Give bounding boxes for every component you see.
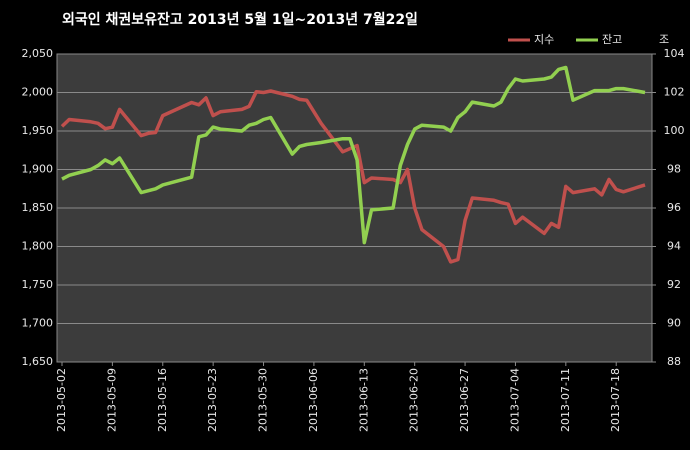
y-tick-label: 1,650 — [22, 355, 54, 368]
x-tick-label: 2013-07-11 — [559, 368, 572, 432]
y-tick-label: 2,000 — [22, 86, 54, 99]
y-tick-label: 1,850 — [22, 201, 54, 214]
y-tick-label: 1,700 — [22, 317, 54, 330]
y2-tick-label: 88 — [667, 355, 681, 368]
y-tick-label: 2,050 — [22, 47, 54, 60]
legend-label: 지수 — [534, 33, 554, 46]
legend: 지수 잔고 — [508, 33, 622, 46]
y-tick-label: 1,950 — [22, 124, 54, 137]
y2-axis-label: 조 — [659, 33, 669, 46]
y2-tick-label: 94 — [667, 240, 681, 253]
y2-tick-label: 96 — [667, 201, 681, 214]
y2-tick-label: 98 — [667, 163, 681, 176]
x-tick-label: 2013-06-13 — [357, 368, 370, 432]
y-tick-label: 1,900 — [22, 163, 54, 176]
x-tick-label: 2013-05-30 — [257, 368, 270, 432]
series-line — [60, 89, 646, 264]
series-line — [61, 65, 646, 245]
y2-tick-label: 90 — [667, 317, 681, 330]
x-tick-label: 2013-06-27 — [458, 368, 471, 432]
y-tick-label: 1,750 — [22, 278, 54, 291]
legend-label: 잔고 — [602, 33, 622, 46]
y2-tick-label: 92 — [667, 278, 681, 291]
y2-tick-label: 104 — [664, 47, 685, 60]
x-tick-label: 2013-06-20 — [408, 368, 421, 432]
x-tick-label: 2013-07-04 — [508, 368, 521, 432]
y2-tick-label: 102 — [664, 86, 685, 99]
x-tick-label: 2013-06-06 — [307, 368, 320, 432]
x-tick-label: 2013-05-23 — [206, 368, 219, 432]
y2-tick-label: 100 — [664, 124, 685, 137]
x-tick-label: 2013-05-02 — [55, 368, 68, 432]
x-tick-label: 2013-05-16 — [156, 368, 169, 432]
x-tick-label: 2013-05-09 — [105, 368, 118, 432]
x-tick-label: 2013-07-18 — [609, 368, 622, 432]
y-tick-label: 1,800 — [22, 240, 54, 253]
chart-title: 외국인 채권보유잔고 2013년 5월 1일~2013년 7월22일 — [62, 11, 418, 28]
